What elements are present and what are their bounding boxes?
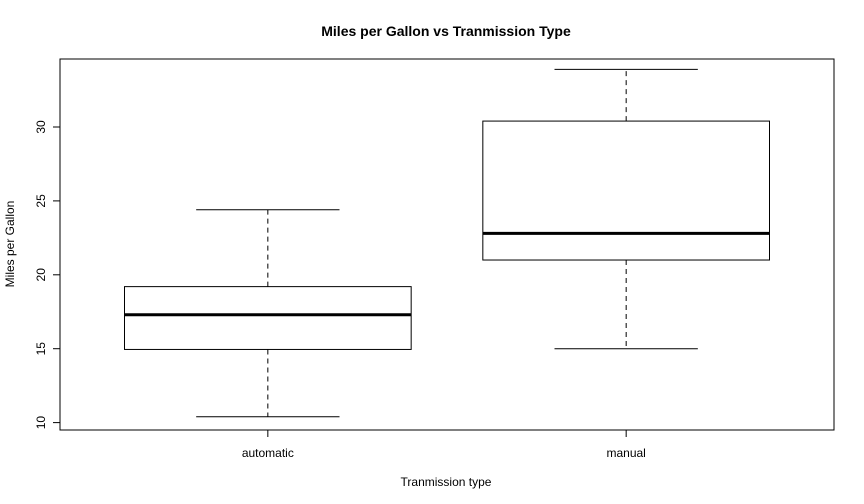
y-tick-label: 10 [34,416,48,430]
x-axis-label: Tranmission type [401,475,492,489]
y-tick-label: 20 [34,268,48,282]
iqr-box [482,120,770,261]
box-manual [482,68,770,350]
boxes-group [124,68,770,418]
x-tick-label: manual [606,446,645,460]
y-axis-label: Miles per Gallon [3,201,17,288]
iqr-box [124,286,412,350]
y-tick-label: 30 [34,120,48,134]
x-axis: automatic manual [242,429,646,460]
y-tick-label: 15 [34,342,48,356]
box-automatic [124,209,412,418]
y-axis: 10 15 20 25 30 [34,120,61,430]
y-tick-label: 25 [34,194,48,208]
chart-title: Miles per Gallon vs Tranmission Type [321,23,571,39]
x-tick-label: automatic [242,446,294,460]
